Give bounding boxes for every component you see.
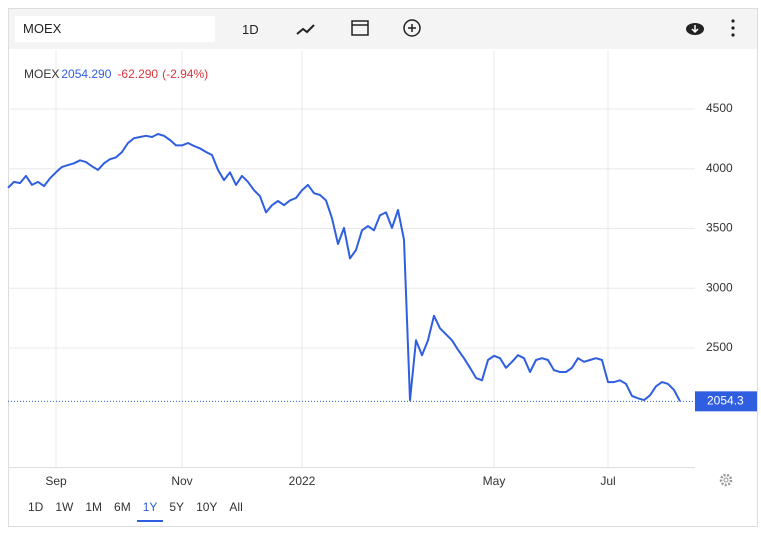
y-tick-label: 4500 <box>706 101 733 115</box>
range-button[interactable]: 1W <box>55 500 74 514</box>
x-tick-label: Nov <box>171 474 192 488</box>
y-tick-label: 3500 <box>706 221 733 235</box>
y-tick-label: 4000 <box>706 161 733 175</box>
legend-change: -62.290 <box>117 67 159 81</box>
frame <box>8 8 758 527</box>
range-button[interactable]: 1Y <box>136 496 164 522</box>
download-icon[interactable] <box>686 23 704 35</box>
legend-price: 2054.290 <box>61 67 112 81</box>
line-icon[interactable] <box>296 24 315 35</box>
range-button[interactable]: 1D <box>28 500 44 514</box>
range-button[interactable]: 5Y <box>169 500 185 514</box>
interval-button[interactable]: 1D <box>242 22 259 37</box>
symbol-search[interactable]: MOEX <box>15 16 215 42</box>
x-tick-label: Sep <box>45 474 67 488</box>
y-tick-label: 2500 <box>706 340 733 354</box>
x-tick-label: May <box>483 474 506 488</box>
last-value-label: 2054.3 <box>707 394 744 408</box>
settings-icon[interactable] <box>719 473 733 487</box>
calendar-icon[interactable] <box>351 20 369 36</box>
price-line <box>7 133 681 402</box>
legend-change-pct: (-2.94%) <box>162 67 209 81</box>
menu-icon[interactable] <box>731 19 735 37</box>
range-button[interactable]: 1M <box>85 500 103 514</box>
legend-symbol: MOEX <box>24 67 60 81</box>
add-icon[interactable] <box>403 19 421 37</box>
range-selector: 1D 1W 1M 6M 1Y 5Y 10Y All <box>22 496 249 522</box>
range-button[interactable]: 6M <box>114 500 131 514</box>
x-tick-label: Jul <box>600 474 615 488</box>
last-value-box <box>695 391 757 412</box>
range-button[interactable]: 10Y <box>196 500 218 514</box>
range-button[interactable]: All <box>229 500 243 514</box>
legend: MOEX 2054.290 -62.290 (-2.94%) <box>24 67 212 81</box>
y-tick-label: 3000 <box>706 280 733 294</box>
x-tick-label: 2022 <box>289 474 316 488</box>
